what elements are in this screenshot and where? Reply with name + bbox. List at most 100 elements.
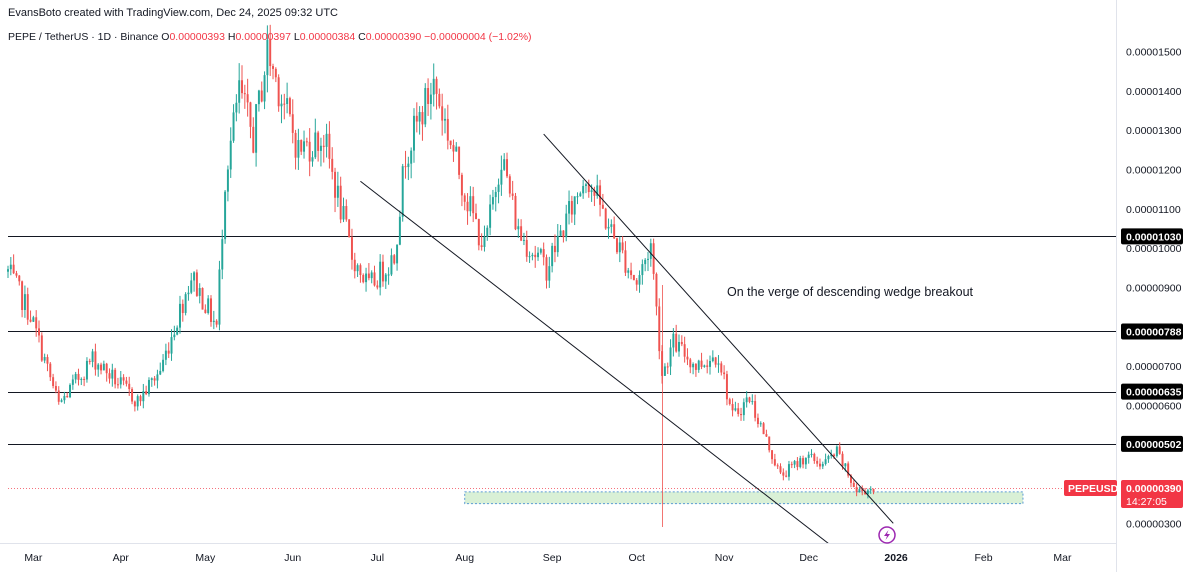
candle[interactable] [446, 104, 449, 150]
candle[interactable] [785, 470, 788, 478]
candle[interactable] [274, 67, 277, 83]
wedge-trendline[interactable] [543, 133, 894, 524]
candle[interactable] [43, 353, 46, 364]
candle[interactable] [773, 453, 776, 467]
candle[interactable] [528, 251, 531, 263]
candle[interactable] [508, 174, 511, 198]
candle[interactable] [260, 81, 263, 103]
candle[interactable] [162, 354, 165, 373]
candle[interactable] [345, 199, 348, 222]
candle[interactable] [720, 361, 723, 376]
candle[interactable] [319, 137, 322, 167]
candle[interactable] [534, 245, 537, 268]
candle[interactable] [754, 394, 757, 422]
candle[interactable] [802, 455, 805, 469]
candle[interactable] [452, 139, 455, 162]
candle[interactable] [410, 147, 413, 179]
candle[interactable] [339, 176, 342, 224]
candle[interactable] [621, 236, 624, 254]
candle[interactable] [424, 83, 427, 128]
candle[interactable] [804, 457, 807, 469]
candle[interactable] [215, 319, 218, 328]
candle[interactable] [613, 216, 616, 240]
candle[interactable] [286, 82, 289, 114]
candle[interactable] [816, 456, 819, 467]
candle[interactable] [40, 332, 43, 362]
candle[interactable] [723, 365, 726, 380]
candle[interactable] [852, 480, 855, 488]
candle[interactable] [46, 354, 49, 372]
candle[interactable] [83, 376, 86, 387]
candle[interactable] [69, 383, 72, 399]
candle[interactable] [243, 84, 246, 109]
candle[interactable] [858, 487, 861, 493]
candle[interactable] [556, 224, 559, 257]
candle[interactable] [60, 398, 63, 403]
candle[interactable] [184, 292, 187, 316]
candle[interactable] [652, 238, 655, 280]
candle[interactable] [644, 258, 647, 272]
candle[interactable] [133, 400, 136, 412]
candle[interactable] [630, 262, 633, 280]
candle[interactable] [818, 458, 821, 470]
candle[interactable] [32, 315, 35, 322]
candle[interactable] [412, 108, 415, 163]
candle[interactable] [269, 24, 272, 76]
candle[interactable] [210, 295, 212, 327]
candle[interactable] [91, 348, 94, 368]
candle[interactable] [348, 219, 351, 238]
candle[interactable] [336, 171, 339, 207]
candle[interactable] [596, 174, 599, 199]
candle[interactable] [511, 180, 514, 200]
candle[interactable] [108, 368, 111, 384]
candle[interactable] [765, 429, 768, 438]
candle[interactable] [94, 343, 97, 376]
candle[interactable] [756, 413, 759, 428]
candle[interactable] [520, 219, 523, 242]
level-price-tag[interactable] [1121, 383, 1183, 400]
candle[interactable] [263, 71, 266, 110]
candle[interactable] [334, 167, 337, 213]
symbol-tag[interactable] [1064, 479, 1117, 496]
candle[interactable] [257, 89, 260, 112]
candle[interactable] [415, 102, 418, 133]
candle[interactable] [88, 358, 91, 365]
candle[interactable] [683, 336, 686, 363]
candle[interactable] [458, 146, 461, 180]
candle[interactable] [641, 259, 644, 285]
candle[interactable] [672, 328, 675, 357]
candle[interactable] [570, 195, 573, 223]
candle[interactable] [288, 96, 291, 117]
candle[interactable] [331, 147, 334, 180]
candle[interactable] [500, 155, 503, 196]
candle[interactable] [280, 94, 283, 124]
candle[interactable] [418, 106, 421, 135]
candle[interactable] [700, 352, 703, 370]
candle[interactable] [100, 362, 103, 375]
candle[interactable] [514, 192, 517, 231]
candle[interactable] [678, 334, 680, 357]
candle[interactable] [246, 78, 249, 117]
candle[interactable] [71, 374, 74, 390]
candle[interactable] [762, 421, 765, 435]
symbol-legend[interactable]: PEPE / TetherUS · 1D · Binance O0.000003… [8, 31, 532, 43]
candle[interactable] [128, 376, 131, 396]
candle[interactable] [489, 194, 492, 236]
candle[interactable] [249, 101, 252, 139]
candle[interactable] [472, 186, 475, 223]
candle[interactable] [427, 78, 430, 116]
candle[interactable] [370, 270, 373, 284]
candle[interactable] [793, 459, 796, 469]
candle[interactable] [647, 251, 649, 272]
candle[interactable] [582, 179, 585, 199]
candle[interactable] [759, 421, 762, 427]
wedge-trendline[interactable] [360, 180, 849, 560]
candle[interactable] [740, 407, 743, 421]
candle[interactable] [359, 263, 362, 283]
candle[interactable] [782, 468, 785, 481]
candle[interactable] [666, 362, 669, 375]
candle[interactable] [655, 272, 658, 316]
candle[interactable] [317, 130, 320, 162]
candle[interactable] [356, 263, 359, 278]
candle[interactable] [869, 486, 872, 494]
